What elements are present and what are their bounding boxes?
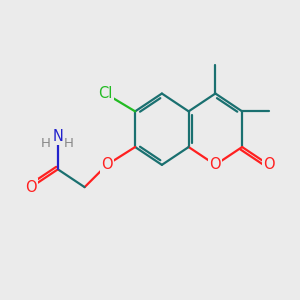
Text: O: O <box>210 158 221 172</box>
Text: H: H <box>63 137 73 150</box>
Text: O: O <box>263 158 275 172</box>
Text: O: O <box>101 158 113 172</box>
Text: Cl: Cl <box>98 86 112 101</box>
Text: O: O <box>25 180 37 195</box>
Text: N: N <box>52 129 63 144</box>
Text: H: H <box>40 137 50 150</box>
